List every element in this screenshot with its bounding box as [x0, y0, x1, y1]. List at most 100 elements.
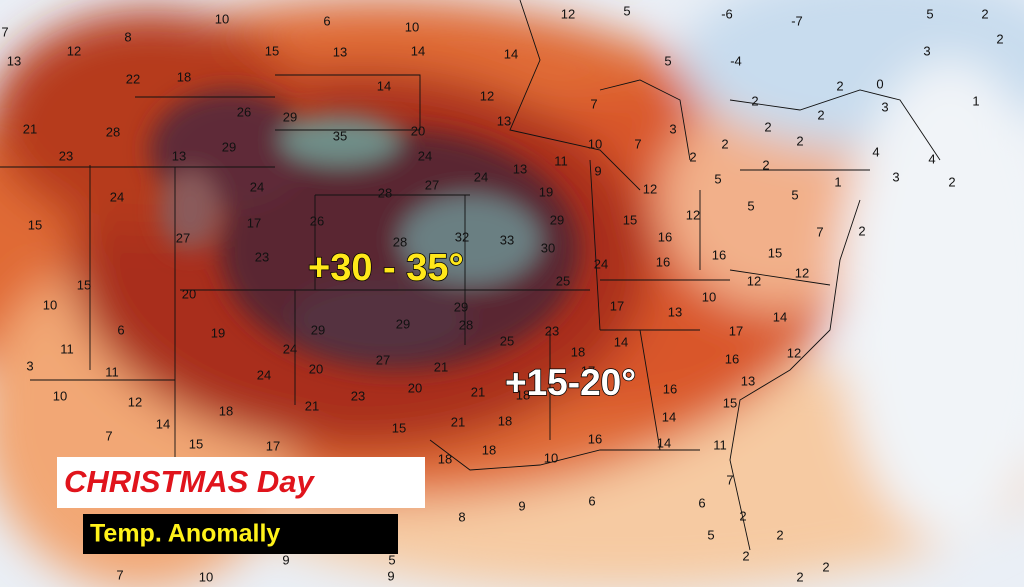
anomaly-value: 12: [787, 345, 801, 360]
anomaly-value: 7: [1, 24, 8, 39]
anomaly-value: 20: [182, 286, 196, 301]
anomaly-value: 21: [471, 384, 485, 399]
anomaly-value: 2: [981, 6, 988, 21]
anomaly-value: 16: [712, 247, 726, 262]
anomaly-value: 2: [858, 223, 865, 238]
anomaly-value: 25: [500, 333, 514, 348]
anomaly-value: 2: [948, 174, 955, 189]
anomaly-value: 2: [762, 157, 769, 172]
anomaly-value: 29: [454, 299, 468, 314]
anomaly-value: 9: [518, 498, 525, 513]
anomaly-value: 10: [405, 19, 419, 34]
anomaly-value: 20: [309, 361, 323, 376]
anomaly-value: 30: [541, 240, 555, 255]
anomaly-value: 13: [668, 304, 682, 319]
anomaly-value: 7: [634, 136, 641, 151]
subtitle-box: [83, 514, 398, 554]
anomaly-value: 2: [836, 78, 843, 93]
callout-mid: +15-20°: [505, 362, 636, 403]
anomaly-value: 20: [408, 380, 422, 395]
anomaly-value: 0: [876, 76, 883, 91]
anomaly-value: 19: [539, 184, 553, 199]
anomaly-value: 29: [550, 212, 564, 227]
anomaly-value: 18: [571, 344, 585, 359]
anomaly-value: 7: [116, 567, 123, 582]
anomaly-value: 15: [28, 217, 42, 232]
anomaly-value: 27: [376, 352, 390, 367]
anomaly-value: 18: [482, 442, 496, 457]
anomaly-value: 24: [474, 169, 488, 184]
anomaly-value: 8: [124, 29, 131, 44]
anomaly-value: 24: [283, 341, 297, 356]
anomaly-value: 11: [105, 364, 119, 379]
anomaly-value: 23: [59, 148, 73, 163]
anomaly-value: 15: [77, 277, 91, 292]
anomaly-value: 2: [996, 31, 1003, 46]
anomaly-value: 27: [425, 177, 439, 192]
anomaly-value: 2: [817, 107, 824, 122]
anomaly-value: 24: [418, 148, 432, 163]
anomaly-value: 15: [265, 43, 279, 58]
anomaly-value: 29: [222, 139, 236, 154]
anomaly-value: 16: [725, 351, 739, 366]
anomaly-value: 24: [257, 367, 271, 382]
anomaly-value: 33: [500, 232, 514, 247]
anomaly-value: 23: [545, 323, 559, 338]
anomaly-value: 2: [751, 93, 758, 108]
anomaly-value: 15: [768, 245, 782, 260]
anomaly-value: 2: [822, 559, 829, 574]
anomaly-value: 5: [623, 3, 630, 18]
anomaly-value: 2: [689, 149, 696, 164]
anomaly-value: 15: [189, 436, 203, 451]
anomaly-value: 23: [255, 249, 269, 264]
anomaly-value: 16: [588, 431, 602, 446]
anomaly-value: 12: [643, 181, 657, 196]
anomaly-value: 5: [791, 187, 798, 202]
anomaly-value: 23: [351, 388, 365, 403]
anomaly-value: 2: [796, 569, 803, 584]
anomaly-value: 12: [686, 207, 700, 222]
anomaly-value: 11: [713, 437, 727, 452]
anomaly-value: 17: [247, 215, 261, 230]
anomaly-value: 35: [333, 128, 347, 143]
anomaly-value: 7: [105, 428, 112, 443]
anomaly-value: 2: [739, 508, 746, 523]
anomaly-value: 17: [729, 323, 743, 338]
anomaly-value: 24: [110, 189, 124, 204]
anomaly-value: 16: [663, 381, 677, 396]
anomaly-value: 14: [504, 46, 518, 61]
anomaly-value: 3: [669, 121, 676, 136]
anomaly-value: 6: [588, 493, 595, 508]
anomaly-value: 26: [310, 213, 324, 228]
anomaly-value: 12: [128, 394, 142, 409]
anomaly-value: 6: [323, 13, 330, 28]
anomaly-value: 26: [237, 104, 251, 119]
anomaly-value: 9: [594, 163, 601, 178]
anomaly-value: 28: [393, 234, 407, 249]
anomaly-value: 10: [544, 450, 558, 465]
boundaries: [0, 0, 941, 551]
anomaly-value: 25: [556, 273, 570, 288]
anomaly-value: 1: [972, 93, 979, 108]
anomaly-value: 18: [177, 69, 191, 84]
anomaly-value: 5: [664, 53, 671, 68]
anomaly-value: 21: [451, 414, 465, 429]
anomaly-value: 12: [480, 88, 494, 103]
anomaly-value: 6: [117, 322, 124, 337]
anomaly-value: 5: [388, 552, 395, 567]
anomaly-value: 7: [816, 224, 823, 239]
anomaly-value: 21: [305, 398, 319, 413]
anomaly-value: 10: [588, 136, 602, 151]
anomaly-value: 18: [516, 387, 530, 402]
anomaly-value: 9: [387, 568, 394, 583]
anomaly-value: 28: [459, 317, 473, 332]
anomaly-value: 5: [926, 6, 933, 21]
anomaly-value: 10: [702, 289, 716, 304]
subtitle: Temp. Anomally: [90, 520, 280, 548]
anomaly-value: 7: [590, 96, 597, 111]
anomaly-value: 20: [411, 123, 425, 138]
anomaly-value: 4: [872, 144, 879, 159]
anomaly-value: 2: [776, 527, 783, 542]
